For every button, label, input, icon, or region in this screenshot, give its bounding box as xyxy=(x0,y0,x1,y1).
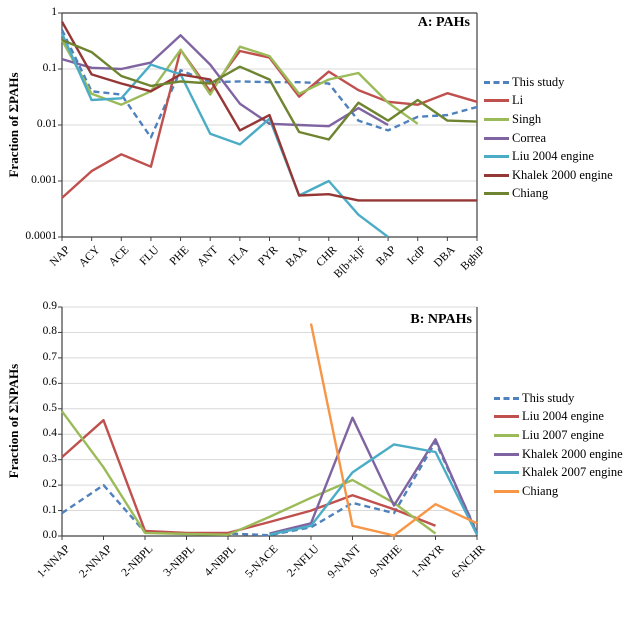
series-line-khalek-2007-engine xyxy=(269,443,479,536)
series-line-this-study xyxy=(61,440,479,537)
legend-line-swatch xyxy=(494,489,519,493)
npahs-plot-area xyxy=(58,306,479,540)
legend-label: Liu 2004 engine xyxy=(522,409,604,424)
legend-item-singh: Singh xyxy=(484,110,613,129)
series-line-singh xyxy=(60,39,419,125)
y-tick-label: 0.1 xyxy=(42,62,57,74)
series-line-chiang xyxy=(309,323,478,537)
legend-item-chiang: Chiang xyxy=(484,185,613,204)
y-tick-label: 0.01 xyxy=(36,118,57,130)
series-line-khalek-2000-engine xyxy=(60,21,477,202)
series-line-chiang xyxy=(61,38,478,141)
y-tick-label: 0.7 xyxy=(42,350,57,363)
legend-label: Liu 2004 engine xyxy=(512,149,594,164)
legend-line-swatch xyxy=(484,192,509,196)
legend-item-li: Li xyxy=(484,92,613,111)
legend-line-swatch xyxy=(484,173,509,177)
legend-label: Chiang xyxy=(512,186,549,201)
legend-item-khalek-2007-engine: Khalek 2007 engine xyxy=(494,463,623,482)
legend-label: Khalek 2007 engine xyxy=(522,465,623,480)
legend-label: Correa xyxy=(512,130,547,145)
y-tick-label: 0.0001 xyxy=(25,230,57,242)
y-tick-label: 0.3 xyxy=(42,452,57,465)
panel-a-legend: This study Li Singh Correa Liu 2004 engine Kh… xyxy=(484,73,613,203)
y-tick-label: 0.0 xyxy=(42,529,57,541)
y-tick-label: 0.5 xyxy=(42,401,57,414)
series-line-khalek-2000-engine xyxy=(269,416,479,535)
legend-line-swatch xyxy=(484,99,509,103)
legend-label: Li xyxy=(512,93,524,108)
legend-line-swatch xyxy=(494,415,519,419)
legend-item-chiang: Chiang xyxy=(494,482,623,501)
y-tick-label: 0.8 xyxy=(42,325,57,338)
panel-b-npahs-chart: Fraction of ΣNPAHs B: NPAHs This study Li… xyxy=(0,295,626,591)
series-line-liu-2004-engine xyxy=(60,33,389,238)
legend-line-swatch xyxy=(484,80,509,84)
y-tick-label: 0.4 xyxy=(42,427,57,440)
series-line-this-study xyxy=(60,29,478,139)
legend-line-swatch xyxy=(494,433,519,437)
y-tick-label: 0.2 xyxy=(42,478,57,491)
y-tick-label: 0.001 xyxy=(31,174,57,186)
legend-item-correa: Correa xyxy=(484,129,613,148)
y-tick-label: 0.1 xyxy=(42,503,57,516)
y-tick-label: 0.6 xyxy=(42,376,57,389)
legend-line-swatch xyxy=(484,136,509,140)
legend-item-this-study: This study xyxy=(484,73,613,92)
series-line-liu-2004-engine xyxy=(61,418,436,535)
y-tick-label: 1 xyxy=(51,6,57,18)
legend-label: Singh xyxy=(512,111,542,126)
legend-label: Chiang xyxy=(522,483,559,498)
pahs-plot-area xyxy=(58,12,478,241)
legend-label: Khalek 2000 engine xyxy=(512,167,613,182)
legend-item-this-study: This study xyxy=(494,389,623,408)
legend-item-liu-2007-engine: Liu 2007 engine xyxy=(494,426,623,445)
legend-item-khalek-2000-engine: Khalek 2000 engine xyxy=(494,445,623,464)
legend-label: This study xyxy=(522,390,575,405)
legend-label: Khalek 2000 engine xyxy=(522,446,623,461)
legend-item-liu-2004-engine: Liu 2004 engine xyxy=(494,408,623,427)
legend-item-liu-2004-engine: Liu 2004 engine xyxy=(484,147,613,166)
legend-line-swatch xyxy=(494,396,519,400)
panel-b-title: B: NPAHs xyxy=(410,312,472,327)
legend-line-swatch xyxy=(484,117,509,121)
legend-label: Liu 2007 engine xyxy=(522,427,604,442)
series-line-liu-2007-engine xyxy=(61,410,437,536)
panel-b-y-axis-title: Fraction of ΣNPAHs xyxy=(6,363,21,479)
legend-line-swatch xyxy=(484,155,509,159)
y-tick-label: 0.9 xyxy=(42,300,57,312)
panel-a-pahs-chart: Fraction of ΣPAHs A: PAHs This study Li Si… xyxy=(0,0,626,295)
panel-a-title: A: PAHs xyxy=(417,15,470,30)
legend-label: This study xyxy=(512,74,565,89)
series-line-correa xyxy=(61,34,389,128)
legend-line-swatch xyxy=(494,471,519,475)
legend-item-khalek-2000-engine: Khalek 2000 engine xyxy=(484,166,613,185)
legend-line-swatch xyxy=(494,452,519,456)
panel-b-legend: This study Liu 2004 engine Liu 2007 engine… xyxy=(494,389,623,501)
